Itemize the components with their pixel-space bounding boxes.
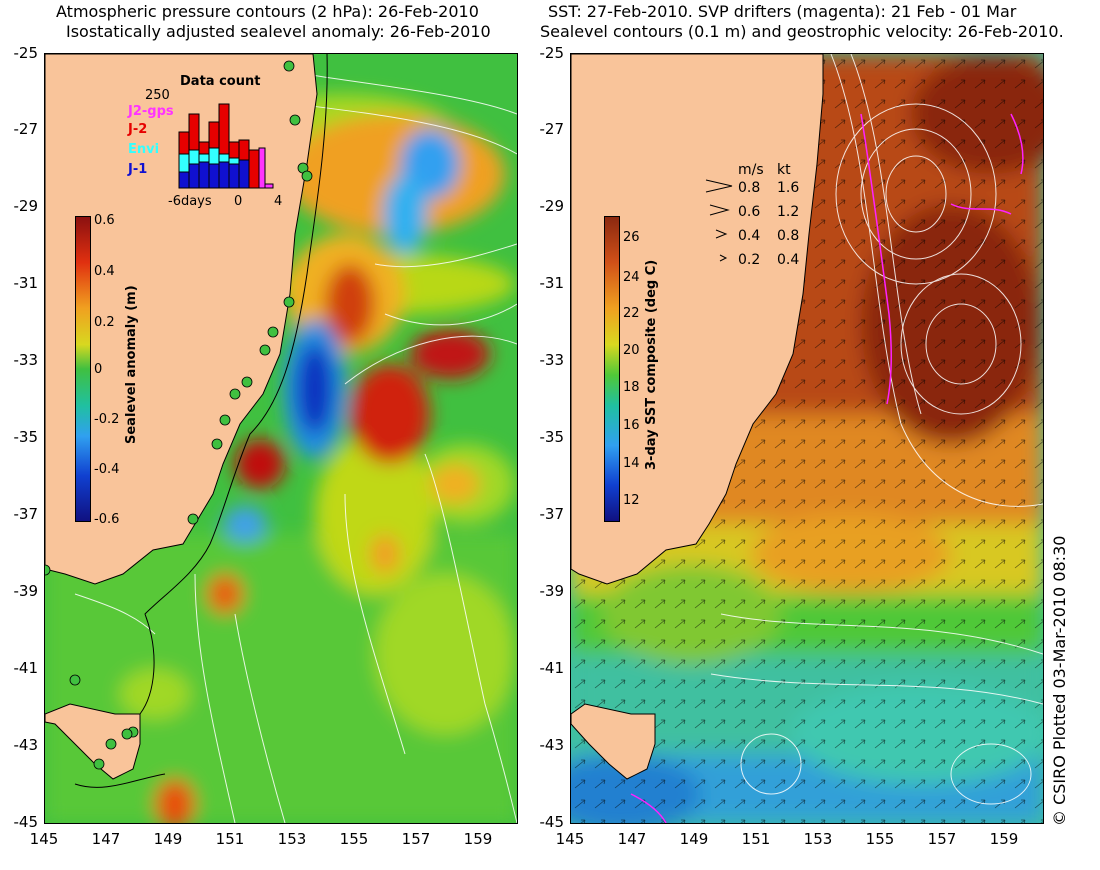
sst-map [571,54,1043,823]
velocity-legend-ms: 0.8 [738,180,761,196]
velocity-legend-kt: 1.2 [777,204,800,220]
left-y-tick: -25 [13,44,39,62]
sla-colorbar-tick: -0.2 [94,412,120,427]
histogram-legend-j2: J-2 [128,122,148,137]
right-x-tick: 151 [741,830,771,848]
sst-colorbar-tick: 18 [623,380,640,395]
right-x-tick: 157 [927,830,957,848]
left-x-tick: 159 [463,830,493,848]
left-y-tick: -29 [13,197,39,215]
histogram-legend-j1: J-1 [128,162,148,177]
left-y-tick: -37 [13,505,39,523]
right-x-tick: 147 [617,830,647,848]
left-x-tick: 157 [401,830,431,848]
left-map-panel[interactable] [44,53,518,824]
left-y-tick: -27 [13,120,39,138]
left-y-tick: -31 [13,274,39,292]
left-x-tick: 149 [153,830,183,848]
left-y-tick: -33 [13,351,39,369]
left-y-tick: -45 [13,813,39,831]
sla-colorbar-tick: -0.4 [94,462,120,477]
velocity-legend-kt: 0.8 [777,228,800,244]
left-x-tick: 155 [339,830,369,848]
histogram-xtick: -6days [168,194,212,209]
right-map-panel[interactable] [570,53,1044,824]
right-y-tick: -33 [539,351,565,369]
sla-colorbar-label: Sealevel anomaly (m) [124,285,139,444]
left-y-tick: -41 [13,659,39,677]
right-y-tick: -31 [539,274,565,292]
right-x-tick: 155 [865,830,895,848]
sst-colorbar-label: 3-day SST composite (deg C) [644,259,659,470]
sla-colorbar-tick: 0.4 [94,264,115,279]
sst-colorbar-tick: 12 [623,493,640,508]
left-x-tick: 145 [29,830,59,848]
sst-colorbar-tick: 26 [623,230,640,245]
sla-colorbar-tick: 0.2 [94,315,115,330]
histogram-xtick: 4 [274,194,283,209]
right-title-line1: SST: 27-Feb-2010. SVP drifters (magenta)… [548,2,1017,21]
sst-colorbar-tick: 24 [623,270,640,285]
right-y-tick: -27 [539,120,565,138]
histogram-title: Data count [180,74,261,89]
sst-colorbar-tick: 14 [623,456,640,471]
left-y-tick: -35 [13,428,39,446]
sealevel-anomaly-map [45,54,517,823]
right-y-tick: -25 [539,44,565,62]
right-y-tick: -41 [539,659,565,677]
velocity-legend-arrows [705,179,733,262]
velocity-legend-header-kt: kt [777,162,791,178]
histogram-max-label: 250 [145,88,170,103]
velocity-legend-kt: 1.6 [777,180,800,196]
right-y-tick: -45 [539,813,565,831]
copyright-text: © CSIRO Plotted 03-Mar-2010 08:30 [1050,535,1069,826]
left-y-tick: -39 [13,582,39,600]
sla-colorbar-tick: 0.6 [94,213,115,228]
left-title-line2: Isostatically adjusted sealevel anomaly:… [66,22,491,41]
right-y-tick: -43 [539,736,565,754]
right-x-tick: 149 [679,830,709,848]
left-x-tick: 153 [277,830,307,848]
right-x-tick: 159 [989,830,1019,848]
right-y-tick: -29 [539,197,565,215]
right-y-tick: -37 [539,505,565,523]
left-y-tick: -43 [13,736,39,754]
histogram-legend-envi: Envi [128,142,160,157]
sla-colorbar-tick: -0.6 [94,512,120,527]
velocity-legend-ms: 0.4 [738,228,761,244]
histogram-legend-j2gps: J2-gps [128,104,174,119]
right-title-line2: Sealevel contours (0.1 m) and geostrophi… [540,22,1064,41]
sla-colorbar [75,216,91,522]
sla-colorbar-tick: 0 [94,362,103,377]
histogram-xtick: 0 [234,194,243,209]
velocity-legend-ms: 0.6 [738,204,761,220]
sst-colorbar-tick: 22 [623,306,640,321]
left-x-tick: 151 [215,830,245,848]
right-x-tick: 153 [803,830,833,848]
sst-colorbar [604,216,620,522]
velocity-legend-kt: 0.4 [777,252,800,268]
right-x-tick: 145 [555,830,585,848]
left-title-line1: Atmospheric pressure contours (2 hPa): 2… [56,2,479,21]
data-count-histogram [178,103,274,189]
velocity-legend-header-ms: m/s [738,162,764,178]
velocity-legend-ms: 0.2 [738,252,761,268]
right-y-tick: -35 [539,428,565,446]
sst-colorbar-tick: 16 [623,418,640,433]
right-y-tick: -39 [539,582,565,600]
left-x-tick: 147 [91,830,121,848]
sst-colorbar-tick: 20 [623,343,640,358]
